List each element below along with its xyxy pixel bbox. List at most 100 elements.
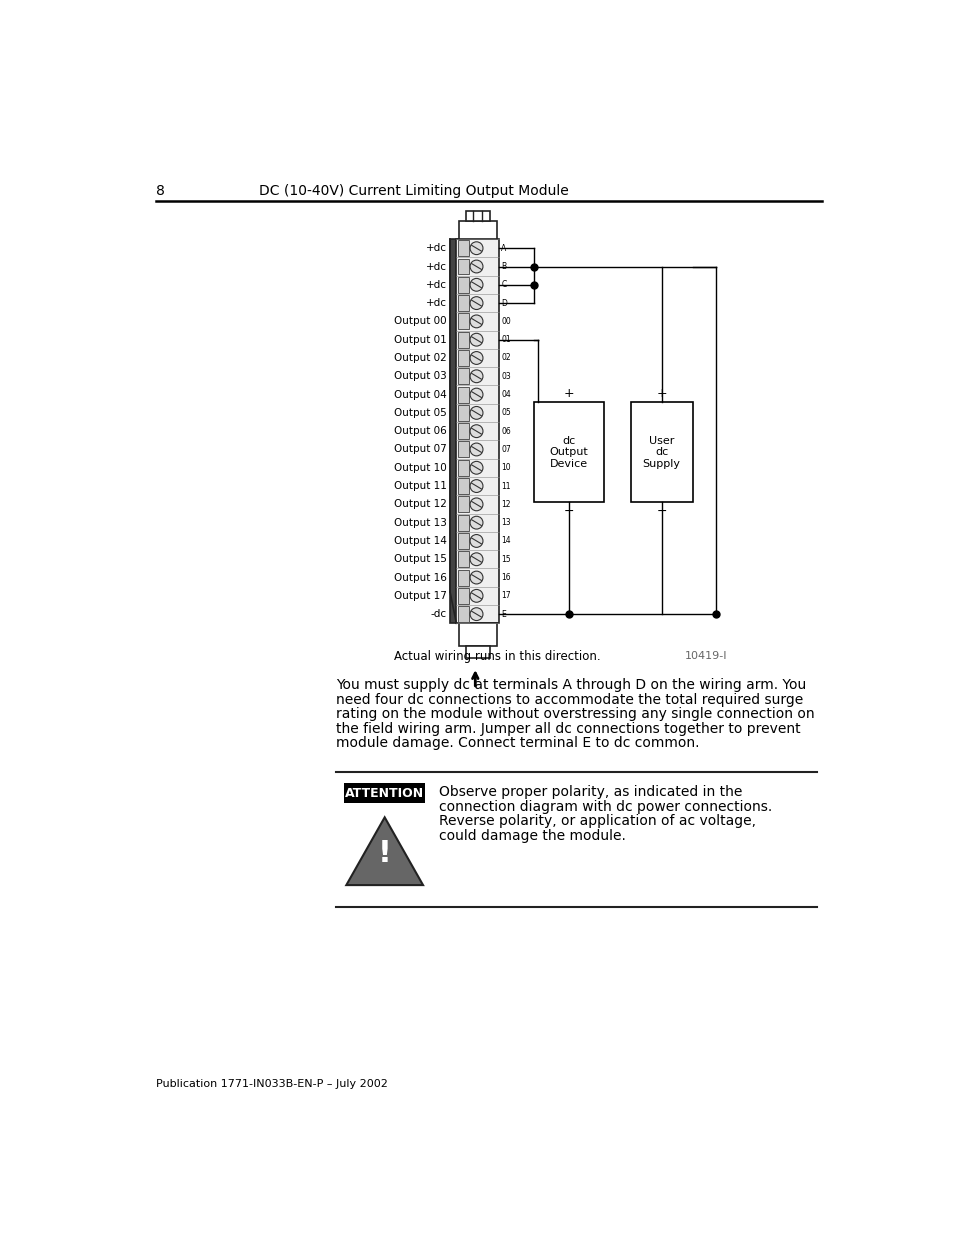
Text: ATTENTION: ATTENTION: [345, 787, 424, 800]
Text: Output 14: Output 14: [394, 536, 447, 546]
Text: dc
Output
Device: dc Output Device: [549, 436, 587, 469]
Text: 05: 05: [500, 409, 511, 417]
Text: Output 12: Output 12: [394, 499, 447, 509]
Text: +dc: +dc: [426, 262, 447, 272]
Bar: [630, 403, 692, 503]
Circle shape: [470, 608, 482, 620]
Text: Output 05: Output 05: [394, 408, 447, 417]
Bar: [457, 368, 468, 384]
Text: rating on the module without overstressing any single connection on: rating on the module without overstressi…: [335, 708, 814, 721]
Text: E: E: [500, 610, 505, 619]
Circle shape: [470, 479, 482, 493]
Circle shape: [470, 571, 482, 584]
Text: Observe proper polarity, as indicated in the: Observe proper polarity, as indicated in…: [439, 785, 742, 799]
Circle shape: [470, 516, 482, 529]
Text: Output 00: Output 00: [394, 316, 447, 326]
Bar: [457, 441, 468, 457]
Bar: [450, 240, 457, 624]
Text: Output 03: Output 03: [394, 372, 447, 382]
Text: Output 04: Output 04: [394, 389, 447, 400]
Text: 14: 14: [500, 536, 511, 546]
Text: 01: 01: [500, 335, 511, 345]
Bar: [457, 277, 468, 293]
Text: B: B: [500, 262, 506, 270]
Text: A: A: [500, 243, 506, 253]
Text: Output 15: Output 15: [394, 555, 447, 564]
Bar: [457, 387, 468, 403]
Circle shape: [470, 553, 482, 566]
Bar: [457, 295, 468, 311]
Bar: [344, 783, 425, 804]
Circle shape: [470, 406, 482, 419]
Bar: [457, 241, 468, 256]
Text: module damage. Connect terminal E to dc common.: module damage. Connect terminal E to dc …: [335, 736, 699, 751]
Text: 02: 02: [500, 353, 511, 363]
Bar: [534, 403, 603, 503]
Circle shape: [470, 352, 482, 364]
Text: 10: 10: [500, 463, 511, 472]
Text: +dc: +dc: [426, 280, 447, 290]
Text: +: +: [563, 387, 574, 400]
Text: +dc: +dc: [426, 243, 447, 253]
Text: Actual wiring runs in this direction.: Actual wiring runs in this direction.: [394, 650, 600, 663]
Bar: [457, 258, 468, 274]
Text: Output 11: Output 11: [394, 482, 447, 492]
Bar: [458, 624, 497, 646]
Text: −: −: [563, 505, 574, 519]
Bar: [457, 332, 468, 348]
Bar: [457, 496, 468, 513]
Bar: [457, 478, 468, 494]
Polygon shape: [346, 818, 422, 885]
Text: connection diagram with dc power connections.: connection diagram with dc power connect…: [439, 799, 772, 814]
Bar: [457, 459, 468, 475]
Text: Output 07: Output 07: [394, 445, 447, 454]
Bar: [457, 350, 468, 366]
Bar: [457, 551, 468, 567]
Bar: [456, 240, 498, 624]
Circle shape: [470, 369, 482, 383]
Circle shape: [470, 443, 482, 456]
Circle shape: [470, 388, 482, 401]
Bar: [458, 221, 497, 240]
Bar: [457, 606, 468, 622]
Circle shape: [470, 498, 482, 511]
Circle shape: [470, 315, 482, 327]
Text: Output 10: Output 10: [394, 463, 447, 473]
Text: DC (10-40V) Current Limiting Output Module: DC (10-40V) Current Limiting Output Modu…: [258, 184, 568, 198]
Text: Publication 1771-IN033B-EN-P – July 2002: Publication 1771-IN033B-EN-P – July 2002: [155, 1078, 387, 1089]
Text: −: −: [656, 505, 666, 519]
Circle shape: [470, 242, 482, 254]
Circle shape: [470, 333, 482, 346]
Text: C: C: [500, 280, 506, 289]
Bar: [457, 588, 468, 604]
Bar: [457, 424, 468, 440]
Text: Output 16: Output 16: [394, 573, 447, 583]
Circle shape: [470, 296, 482, 310]
Text: +dc: +dc: [426, 298, 447, 308]
Text: 13: 13: [500, 519, 511, 527]
Text: !: !: [377, 839, 392, 868]
Circle shape: [470, 261, 482, 273]
Text: need four dc connections to accommodate the total required surge: need four dc connections to accommodate …: [335, 693, 802, 706]
Text: Output 17: Output 17: [394, 590, 447, 601]
Circle shape: [470, 425, 482, 437]
Text: 16: 16: [500, 573, 511, 582]
Circle shape: [470, 589, 482, 603]
Text: D: D: [500, 299, 507, 308]
Text: -dc: -dc: [431, 609, 447, 619]
Text: 00: 00: [500, 317, 511, 326]
Text: 04: 04: [500, 390, 511, 399]
Text: +: +: [656, 387, 666, 400]
Bar: [457, 405, 468, 421]
Bar: [457, 515, 468, 531]
Bar: [465, 211, 489, 221]
Text: 8: 8: [155, 184, 164, 198]
Text: Reverse polarity, or application of ac voltage,: Reverse polarity, or application of ac v…: [439, 814, 756, 829]
Bar: [457, 534, 468, 548]
Bar: [457, 314, 468, 330]
Text: Output 13: Output 13: [394, 517, 447, 527]
Text: 12: 12: [500, 500, 510, 509]
Text: the field wiring arm. Jumper all dc connections together to prevent: the field wiring arm. Jumper all dc conn…: [335, 721, 800, 736]
Text: 10419-I: 10419-I: [684, 651, 727, 662]
Bar: [457, 569, 468, 585]
